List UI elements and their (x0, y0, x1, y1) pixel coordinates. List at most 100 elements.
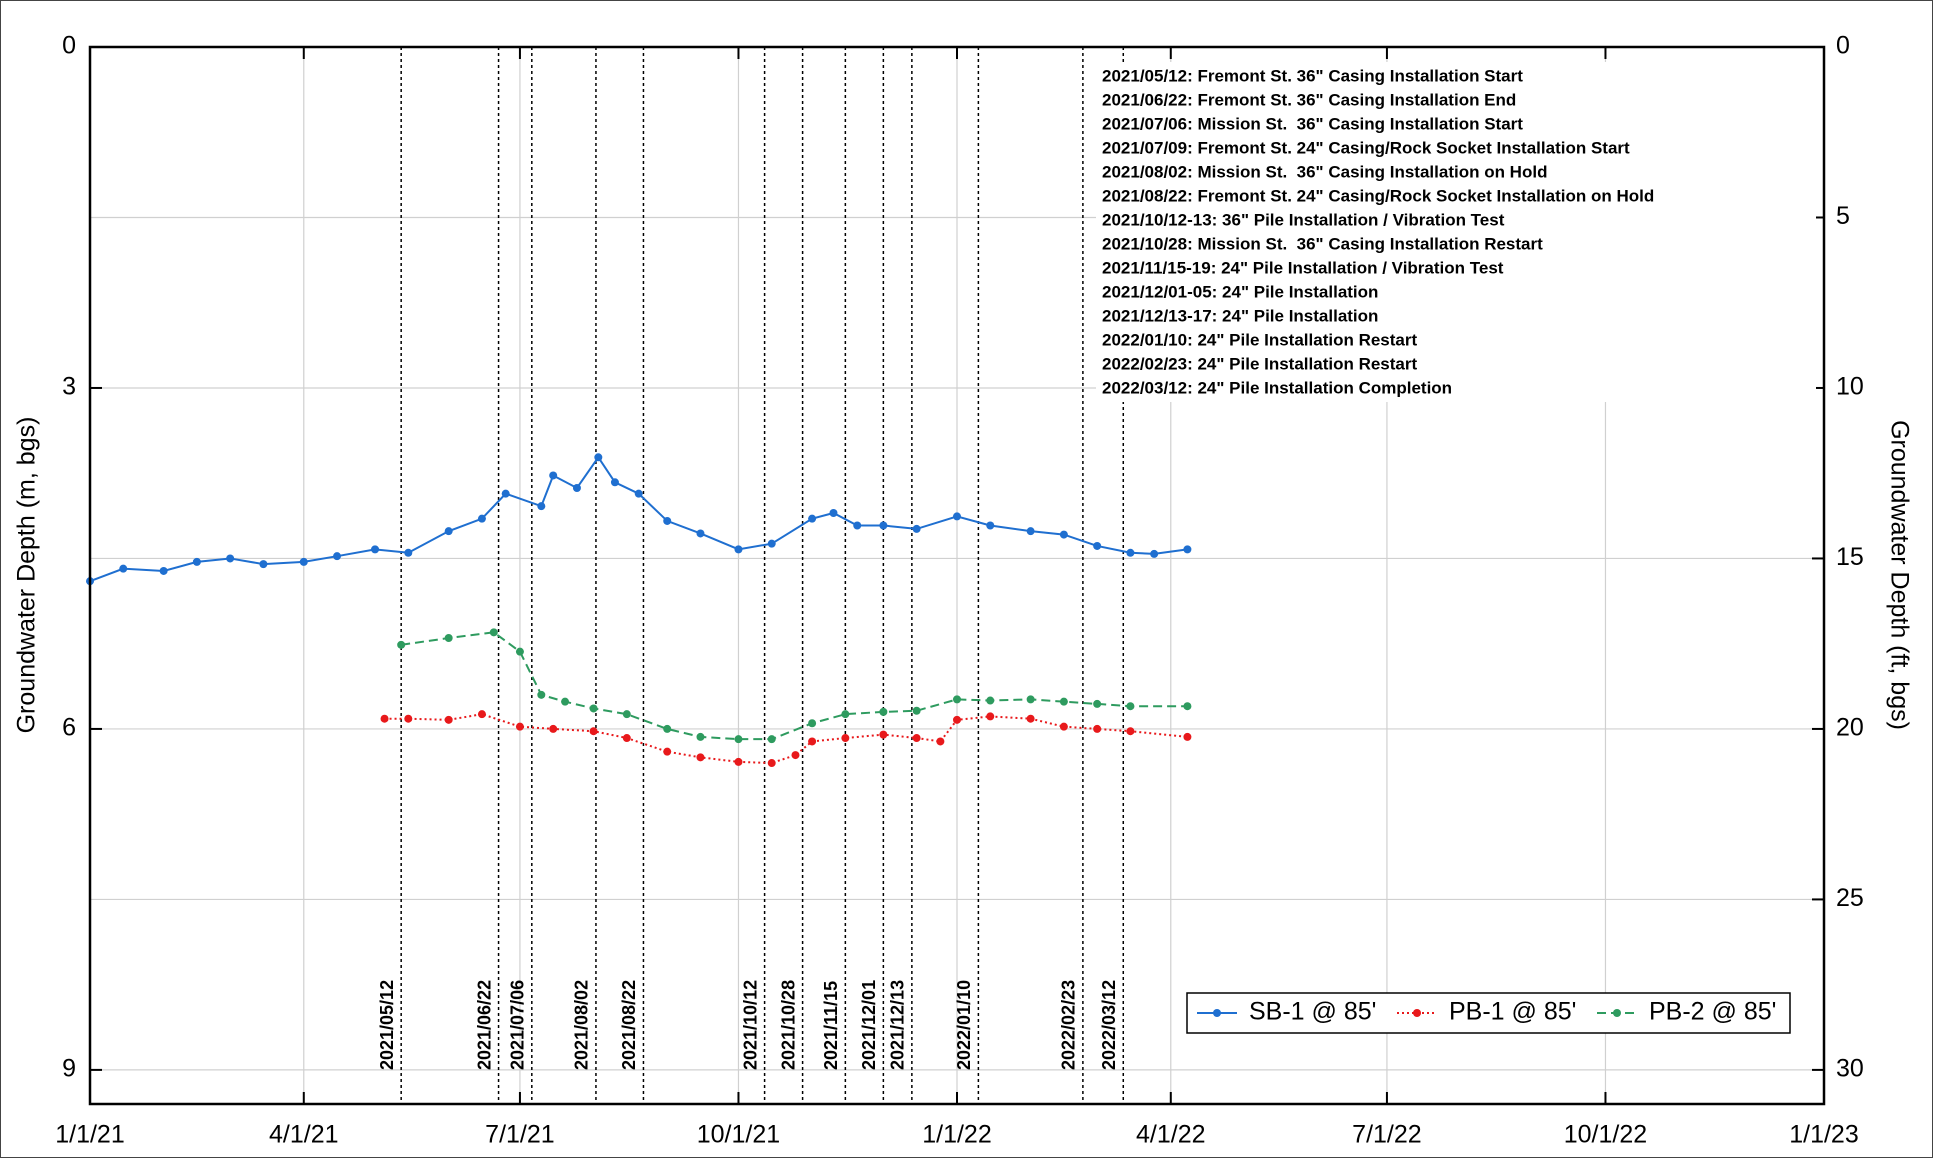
data-point (853, 521, 862, 530)
data-point (663, 747, 672, 756)
event-label: 2021/08/22 (619, 980, 639, 1070)
data-point (1183, 545, 1192, 554)
annotation: 2021/08/02: Mission St. 36" Casing Insta… (1102, 162, 1547, 181)
data-point (663, 516, 672, 525)
data-point (404, 548, 413, 557)
data-point (953, 715, 961, 724)
y2-tick-label: 15 (1836, 543, 1864, 571)
legend-label: PB-1 @ 85' (1449, 998, 1576, 1026)
data-point (537, 502, 546, 511)
data-point (1059, 697, 1068, 706)
event-label: 2021/10/12 (740, 980, 760, 1070)
y-tick-label: 0 (62, 32, 76, 60)
data-point (477, 710, 486, 719)
data-point (734, 757, 743, 766)
event-label: 2022/03/12 (1099, 980, 1119, 1070)
data-point (936, 737, 945, 746)
data-point (767, 735, 776, 744)
data-point (501, 489, 510, 498)
data-point (1150, 549, 1159, 558)
legend-label: SB-1 @ 85' (1249, 998, 1376, 1026)
annotation: 2022/03/12: 24" Pile Installation Comple… (1102, 378, 1452, 397)
data-point (549, 724, 558, 733)
data-point (734, 545, 743, 554)
annotation: 2022/02/23: 24" Pile Installation Restar… (1102, 354, 1417, 373)
event-label: 2021/06/22 (474, 980, 494, 1070)
data-point (549, 471, 558, 480)
data-point (1026, 695, 1035, 704)
annotation-box: 2021/05/12: Fremont St. 36" Casing Insta… (1096, 62, 1816, 402)
data-point (333, 552, 342, 561)
data-point (808, 719, 817, 728)
data-point (1126, 702, 1135, 711)
y2-axis-label: Groundwater Depth (ft, bgs) (1885, 420, 1913, 730)
data-point (879, 521, 888, 530)
data-point (986, 521, 995, 530)
event-label: 2021/12/13 (888, 980, 908, 1070)
data-point (380, 714, 389, 723)
event-label: 2021/12/01 (859, 980, 879, 1070)
event-label: 2021/07/06 (508, 980, 528, 1070)
data-point (1183, 702, 1192, 711)
data-point (1059, 722, 1068, 731)
x-tick-label: 4/1/21 (269, 1121, 339, 1149)
y-tick-label: 3 (62, 373, 76, 401)
data-point (912, 706, 921, 715)
y2-tick-label: 20 (1836, 714, 1864, 742)
event-label: 2022/01/10 (954, 980, 974, 1070)
data-point (259, 560, 268, 569)
data-point (808, 737, 817, 746)
data-point (537, 690, 546, 699)
data-point (515, 722, 524, 731)
data-point (371, 545, 380, 554)
data-point (841, 734, 850, 743)
annotation: 2021/11/15-19: 24" Pile Installation / V… (1102, 258, 1504, 277)
annotation: 2021/10/28: Mission St. 36" Casing Insta… (1102, 234, 1543, 253)
event-label: 2021/11/15 (821, 981, 841, 1070)
data-point (610, 478, 619, 487)
y-axis-label: Groundwater Depth (m, bgs) (13, 417, 41, 734)
legend-marker (1213, 1009, 1221, 1017)
event-label: 2021/08/02 (572, 980, 592, 1070)
data-point (879, 730, 888, 739)
data-point (696, 753, 705, 762)
plot-frame (88, 45, 1826, 1106)
legend-label: PB-2 @ 85' (1649, 998, 1776, 1026)
data-point (663, 724, 672, 733)
data-point (444, 634, 453, 643)
x-tick-label: 10/1/21 (697, 1121, 780, 1149)
data-point (696, 529, 705, 538)
y-tick-label: 6 (62, 714, 76, 742)
annotation: 2021/10/12-13: 36" Pile Installation / V… (1102, 210, 1505, 229)
x-tick-label: 1/1/22 (922, 1121, 992, 1149)
x-tick-label: 10/1/22 (1564, 1121, 1647, 1149)
y2-tick-label: 30 (1836, 1055, 1864, 1083)
data-point (912, 524, 921, 533)
annotation: 2021/06/22: Fremont St. 36" Casing Insta… (1102, 90, 1516, 109)
data-point (515, 647, 524, 656)
data-point (953, 695, 961, 704)
data-point (841, 710, 850, 719)
data-point (953, 512, 961, 521)
x-tick-label: 7/1/22 (1352, 1121, 1422, 1149)
series-line (89, 455, 1188, 583)
y2-tick-label: 25 (1836, 884, 1864, 912)
data-point (767, 539, 776, 548)
data-point (477, 514, 486, 523)
annotation-bg (1096, 62, 1816, 402)
data-point (1026, 527, 1035, 536)
data-point (634, 489, 643, 498)
data-point (1026, 714, 1035, 723)
data-point (986, 712, 995, 721)
data-point (444, 715, 453, 724)
data-point (622, 734, 631, 743)
data-point (299, 557, 308, 566)
x-tick-label: 7/1/21 (485, 1121, 555, 1149)
data-point (986, 696, 995, 705)
data-point (594, 453, 603, 462)
data-point (397, 640, 406, 649)
data-point (791, 751, 800, 760)
y2-tick-label: 0 (1836, 32, 1850, 60)
data-point (1059, 530, 1068, 539)
